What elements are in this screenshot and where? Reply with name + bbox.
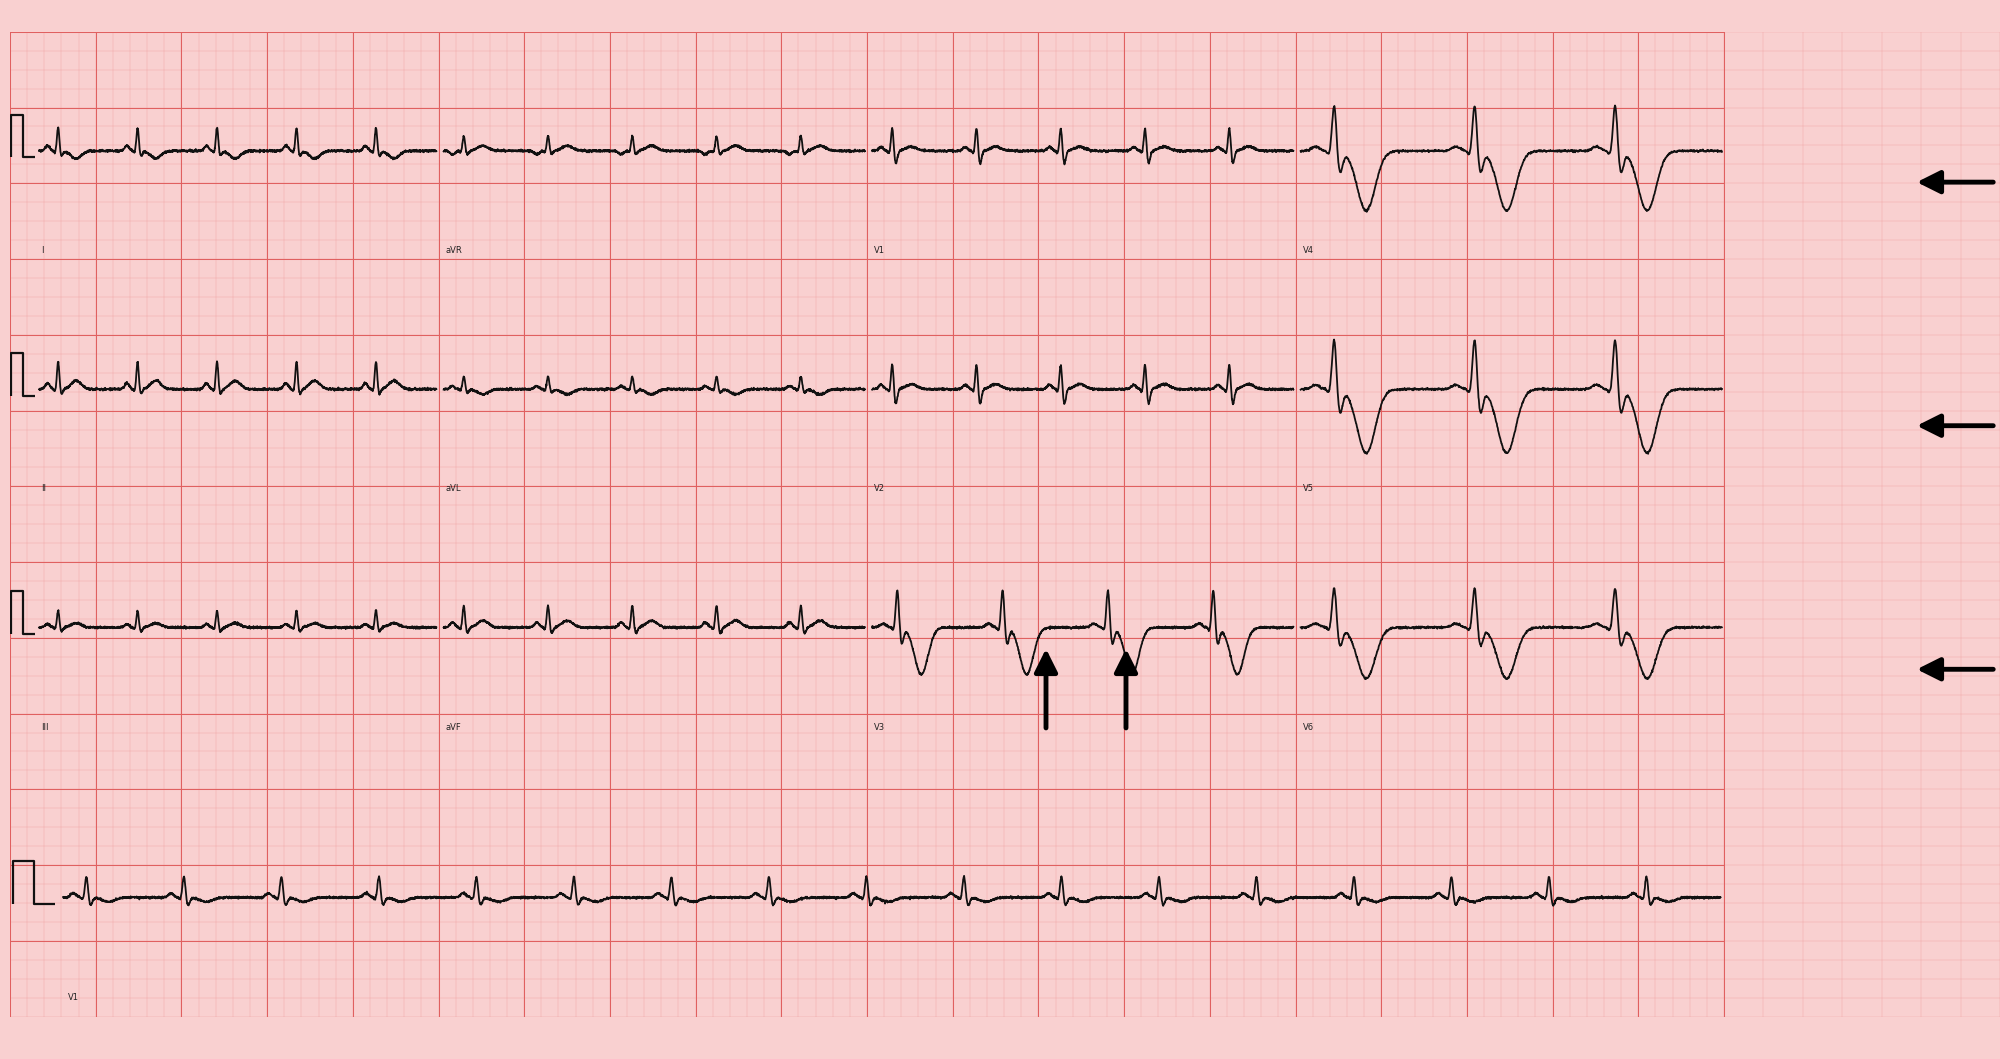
Text: V6: V6 bbox=[1302, 722, 1314, 732]
Text: V1: V1 bbox=[68, 992, 80, 1002]
Text: V3: V3 bbox=[874, 722, 886, 732]
Text: V2: V2 bbox=[874, 484, 886, 493]
Text: III: III bbox=[42, 722, 48, 732]
Text: aVF: aVF bbox=[446, 722, 462, 732]
Text: V4: V4 bbox=[1302, 246, 1314, 255]
Text: aVR: aVR bbox=[446, 246, 462, 255]
Text: aVL: aVL bbox=[446, 484, 462, 493]
Text: V1: V1 bbox=[874, 246, 886, 255]
Text: I: I bbox=[42, 246, 44, 255]
Text: II: II bbox=[42, 484, 46, 493]
Text: V5: V5 bbox=[1302, 484, 1314, 493]
